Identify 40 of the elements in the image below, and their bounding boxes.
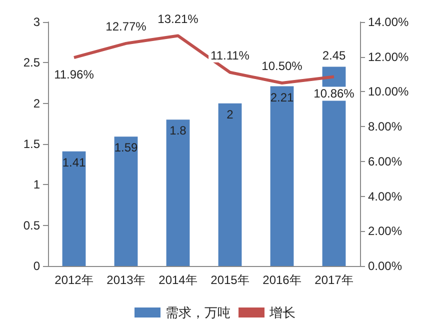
y-tick-label: 1 [33,178,40,192]
data-label: 1.8 [170,124,187,138]
data-label: 11.96% [54,68,94,82]
bar [62,151,86,266]
y2-tick-label: 2.00% [368,224,402,238]
y2-tick-label: 8.00% [368,120,402,134]
data-label: 1.41 [62,155,86,170]
y-tick-label: 0 [33,259,40,273]
data-label: 2.45 [322,48,346,63]
y2-tick-label: 0.00% [368,259,402,273]
y-tick-label: 0.5 [23,218,40,232]
y-tick-label: 2.5 [23,56,40,70]
data-label: 10.50% [262,59,303,73]
x-tick-label: 2017年 [314,273,354,287]
y-tick-label: 3 [33,15,40,29]
bar [166,120,190,266]
data-label: 2 [226,107,234,122]
y2-tick-label: 14.00% [368,15,410,29]
y-tick-label: 1.5 [23,137,40,151]
bar [114,136,138,266]
bar [218,103,242,266]
y-tick-label: 2 [33,96,40,110]
y2-tick-label: 6.00% [368,154,402,168]
data-label: 13.21% [158,12,199,26]
x-tick-label: 2012年 [54,273,94,287]
data-label: 1.59 [114,140,138,155]
data-label: 10.86% [314,86,355,101]
y2-tick-label: 10.00% [368,84,410,99]
legend-label: 增长 [268,305,296,320]
bar [270,86,294,266]
x-tick-label: 2013年 [106,273,146,287]
data-label: 12.77% [106,19,147,34]
x-tick-label: 2014年 [158,273,198,287]
data-label: 2.21 [270,90,294,104]
legend-label: 需求，万吨 [166,305,230,320]
y2-tick-label: 12.00% [368,50,410,64]
x-tick-label: 2015年 [210,273,250,287]
data-label: 11.11% [210,48,250,62]
y2-tick-label: 4.00% [368,189,402,204]
x-tick-label: 2016年 [262,273,302,287]
